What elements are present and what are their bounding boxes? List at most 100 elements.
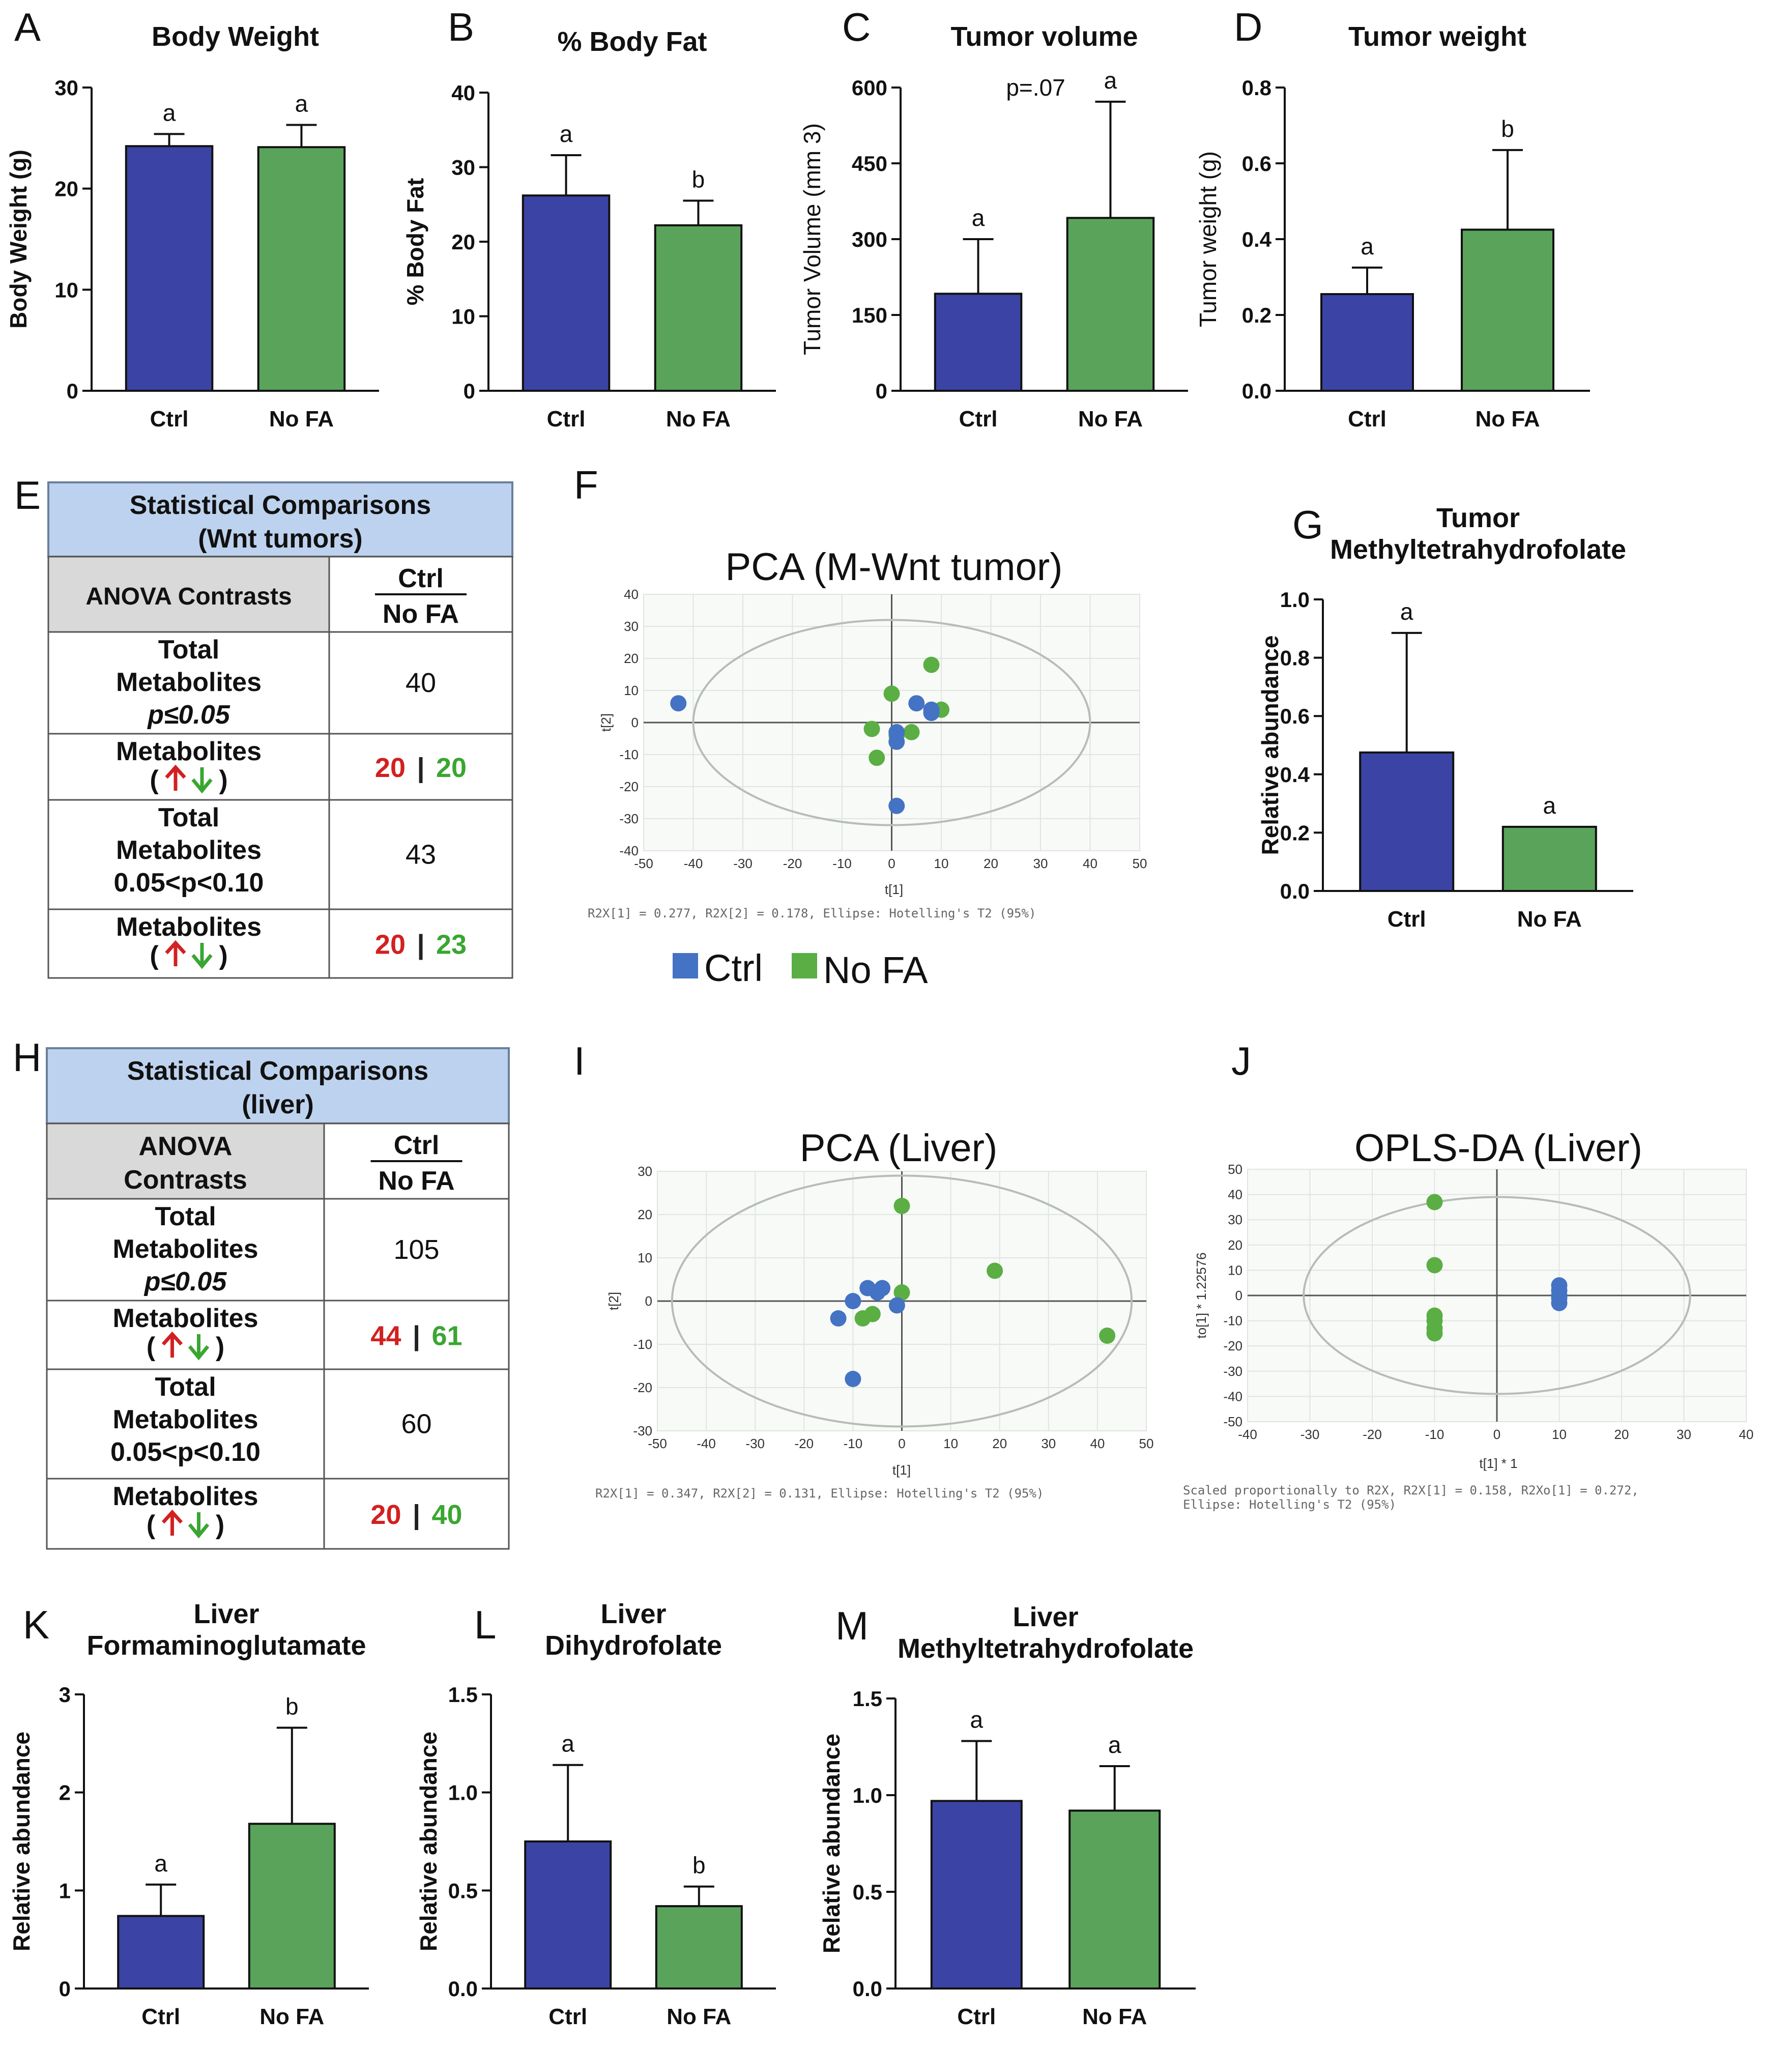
y-tick-label: 1.0: [1280, 588, 1310, 612]
significance-letter: b: [1501, 116, 1514, 142]
category-label: No FA: [269, 407, 334, 431]
bar-ctrl: [934, 293, 1023, 392]
up-count: 20: [375, 753, 406, 783]
up-arrow-icon: [161, 1509, 183, 1536]
y-tick-label: 0.8: [1242, 76, 1271, 100]
y-tick-label: 30: [54, 76, 78, 100]
row-label-line2: Metabolites: [112, 1405, 258, 1434]
legend-nofa-swatch: [792, 953, 817, 978]
significance-letter: a: [1108, 1732, 1121, 1758]
x-tick-label: 10: [1552, 1427, 1567, 1442]
y-tick-label: -30: [1223, 1364, 1242, 1379]
down-arrow-icon: [191, 767, 213, 794]
point-nofa: [893, 1198, 910, 1214]
x-tick-label: 0: [1493, 1427, 1500, 1442]
chart-title: PCA (Liver): [800, 1127, 998, 1170]
hotelling-ellipse: [1303, 1196, 1691, 1395]
y-tick-label: 0.2: [1280, 821, 1310, 845]
y-tick-label: 0.0: [853, 1977, 882, 2001]
hotelling-ellipse: [692, 619, 1091, 826]
row-label-line2: Metabolites: [112, 1234, 258, 1264]
panel-letter: H: [13, 1035, 41, 1080]
p-value-annotation: p=.07: [1006, 74, 1065, 101]
down-count: 40: [432, 1500, 463, 1530]
y-tick-label: 20: [1228, 1237, 1242, 1253]
category-label: Ctrl: [1388, 907, 1426, 932]
chart-title: Body Weight: [152, 21, 319, 52]
y-tick-label: 0.6: [1242, 152, 1271, 176]
legend-nofa-label: No FA: [823, 949, 928, 991]
category-label: Ctrl: [957, 2004, 996, 2029]
y-tick-label: -40: [619, 843, 639, 858]
table-header: [47, 481, 513, 558]
row-label-line1: Metabolites: [116, 737, 262, 766]
bar-nofa: [248, 1823, 336, 1990]
significance-letter: a: [561, 1731, 574, 1757]
point-nofa: [864, 1306, 881, 1322]
y-tick-label: 0: [59, 1977, 71, 2001]
point-nofa: [1426, 1325, 1443, 1342]
bar-ctrl: [125, 145, 214, 392]
point-nofa: [1099, 1328, 1116, 1344]
y-tick-label: 0.5: [853, 1880, 882, 1904]
contrast-label-cell: [47, 556, 330, 633]
y-axis-label: Relative abundance: [8, 1732, 35, 1951]
ctrl-label: Ctrl: [394, 1131, 440, 1160]
y-tick-label: 0: [67, 379, 78, 403]
row-label-cell: [46, 1198, 325, 1302]
x-tick-label: -40: [697, 1436, 716, 1451]
down-count: 61: [432, 1321, 463, 1351]
y-tick-label: 30: [638, 1164, 652, 1179]
bar-ctrl: [930, 1800, 1023, 1990]
x-tick-label: -40: [1238, 1427, 1257, 1442]
scatter-panel-J: J OPLS-DA (Liver) -40 -30 -20 -10 0 10 20 30 40 -50…: [1183, 1039, 1753, 1512]
down-arrow-icon: [191, 943, 213, 969]
bar-panel-A: A Body Weight 0 10 20 30 Body Weight (g) a Ctrl a…: [5, 5, 379, 431]
point-nofa: [863, 721, 880, 737]
category-label: Ctrl: [959, 407, 998, 431]
x-axis-label: t[1]: [892, 1462, 911, 1478]
count-separator: |: [417, 930, 424, 961]
scatter-panel-I: I PCA (Liver) -50 -40 -30 -20 -10 0 10 20 30 40 50 -3…: [574, 1039, 1153, 1501]
paren-open: (: [150, 765, 159, 795]
row-label-line1: Metabolites: [112, 1304, 258, 1333]
y-tick-label: 1.0: [853, 1783, 882, 1807]
bar-ctrl: [117, 1915, 205, 1990]
bar-nofa: [1066, 217, 1155, 392]
category-label: No FA: [1082, 2004, 1147, 2029]
x-axis-label: t[1] * 1: [1479, 1456, 1517, 1471]
row-label-line2: Metabolites: [116, 668, 262, 697]
row-value-cell: [328, 908, 513, 979]
y-tick-label: 1.5: [853, 1687, 882, 1711]
significance-letter: a: [1361, 233, 1374, 260]
row-label-cell: [47, 631, 330, 735]
contrast-label-cell: [46, 1122, 325, 1200]
panel-letter: G: [1292, 502, 1323, 547]
bar-ctrl: [522, 194, 611, 392]
y-tick-label: -10: [1223, 1313, 1242, 1329]
category-label: Ctrl: [141, 2004, 180, 2029]
category-label: No FA: [667, 2004, 731, 2029]
panel-letter: C: [842, 5, 871, 49]
contrast-label-line2: Contrasts: [124, 1165, 247, 1195]
x-tick-label: 40: [1739, 1427, 1754, 1442]
y-tick-label: 20: [624, 651, 639, 666]
point-nofa: [903, 724, 920, 740]
footnote-line2: Ellipse: Hotelling's T2 (95%): [1183, 1497, 1396, 1512]
panel-letter: M: [835, 1603, 869, 1648]
chart-title: Liver: [1013, 1602, 1078, 1632]
bar-nofa: [655, 1905, 743, 1990]
y-tick-label: -30: [619, 811, 639, 826]
y-tick-label: 0.0: [1242, 379, 1271, 403]
x-axis-label: t[1]: [885, 882, 903, 897]
y-tick-label: 600: [852, 76, 887, 100]
significance-letter: a: [1104, 67, 1117, 94]
contrast-label: ANOVA: [139, 1132, 233, 1161]
up-arrow-icon: [161, 1331, 183, 1358]
chart-title: Liver: [193, 1599, 259, 1629]
table-subtitle: (liver): [242, 1090, 314, 1119]
significance-letter: a: [1543, 792, 1556, 819]
panel-letter: E: [14, 473, 41, 517]
